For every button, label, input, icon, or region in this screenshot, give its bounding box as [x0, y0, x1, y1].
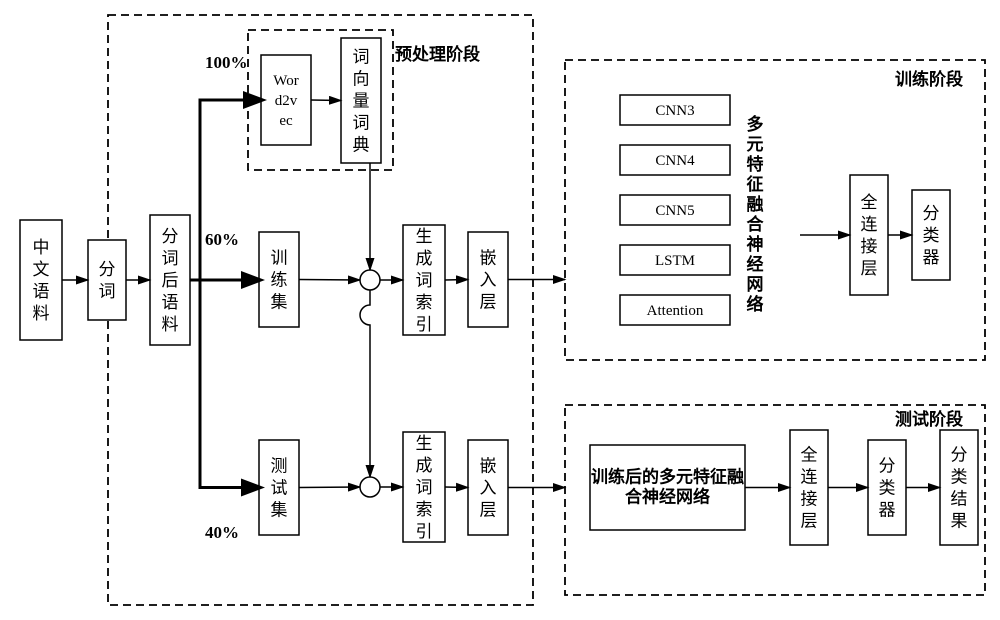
label-result: 结 [951, 490, 968, 509]
arrow-40 [200, 280, 259, 488]
label-genidx1: 词 [416, 271, 433, 290]
label-test: 测 [271, 457, 288, 476]
label-mff: 元 [747, 135, 764, 154]
label-train: 训 [271, 249, 288, 268]
label-embed1: 嵌 [480, 249, 497, 268]
arrow-genidx2-embed2 [445, 487, 468, 488]
group-title-preproc: 预处理阶段 [395, 44, 480, 64]
label-mff: 络 [747, 294, 764, 314]
label-fc1: 层 [861, 259, 878, 278]
label-test: 试 [271, 479, 288, 498]
label-cls2: 器 [879, 501, 896, 520]
label-w2v: d2v [275, 93, 298, 109]
label-dict: 量 [353, 92, 370, 111]
label-embed2: 入 [480, 479, 497, 498]
label-cls2: 分 [879, 457, 896, 476]
label-mff: 经 [747, 254, 764, 274]
label-result: 类 [951, 468, 968, 487]
label-mff: 多 [747, 114, 764, 134]
label-fc1: 全 [861, 193, 878, 212]
label-cnn3: CNN3 [655, 103, 694, 119]
label-att: Attention [647, 303, 704, 319]
label-segcorpus: 料 [162, 315, 179, 334]
label-segcorpus: 词 [162, 249, 179, 268]
label-genidx1: 引 [416, 315, 433, 334]
label-genidx2: 引 [416, 522, 433, 541]
label-result: 分 [951, 446, 968, 465]
join1 [360, 270, 380, 290]
label-p40: 40% [205, 523, 239, 542]
label-corpus: 文 [33, 260, 50, 279]
label-mff: 征 [747, 174, 764, 194]
label-genidx2: 词 [416, 478, 433, 497]
label-train: 练 [271, 271, 288, 290]
label-genidx2: 索 [416, 500, 433, 519]
label-cls1: 器 [923, 248, 940, 267]
label-fc2: 接 [801, 490, 818, 509]
label-dict: 词 [353, 48, 370, 67]
label-w2v: Wor [273, 73, 298, 89]
label-p100: 100% [205, 53, 248, 72]
label-fc1: 接 [861, 237, 878, 256]
label-genidx2: 生 [416, 434, 433, 453]
label-result: 果 [951, 512, 968, 531]
box-seg [88, 240, 126, 320]
label-embed2: 嵌 [480, 457, 497, 476]
label-p60: 60% [205, 230, 239, 249]
arrow-w2v-dict [311, 100, 341, 101]
label-embed1: 入 [480, 271, 497, 290]
label-cls2: 类 [879, 479, 896, 498]
label-dict: 向 [353, 70, 370, 89]
arrow-genidx1-embed1 [445, 280, 468, 281]
label-w2v: ec [279, 113, 293, 129]
label-dict: 典 [353, 136, 370, 155]
label-cnn4: CNN4 [655, 153, 695, 169]
group-title-traingrp: 训练阶段 [895, 69, 963, 89]
label-segcorpus: 后 [162, 271, 179, 290]
arrow-test-j2 [299, 487, 360, 488]
label-mff: 合 [747, 214, 765, 234]
label-cls1: 类 [923, 226, 940, 245]
label-trained: 训练后的多元特征融 [591, 467, 744, 487]
label-genidx1: 生 [416, 227, 433, 246]
label-mff: 特 [747, 154, 764, 174]
group-title-testgrp: 测试阶段 [895, 409, 963, 429]
label-lstm: LSTM [655, 253, 695, 269]
label-corpus: 料 [33, 304, 50, 323]
diagram: 预处理阶段训练阶段测试阶段中文语料分词分词后语料Word2vec词向量词典训练集… [0, 0, 1000, 620]
label-mff: 融 [747, 195, 764, 214]
label-mff: 网 [747, 275, 764, 294]
label-trained: 合神经网络 [625, 487, 710, 507]
label-corpus: 语 [33, 282, 50, 301]
label-segcorpus: 分 [162, 227, 179, 246]
arrow-train-j1 [299, 280, 360, 281]
label-genidx2: 成 [416, 456, 433, 475]
label-seg: 分 [99, 260, 116, 279]
label-genidx1: 成 [416, 249, 433, 268]
label-fc2: 层 [801, 512, 818, 531]
label-fc2: 全 [801, 446, 818, 465]
label-fc2: 连 [801, 468, 818, 487]
label-test: 集 [271, 501, 288, 520]
label-segcorpus: 语 [162, 293, 179, 312]
label-train: 集 [271, 293, 288, 312]
label-genidx1: 索 [416, 293, 433, 312]
label-seg: 词 [99, 282, 116, 301]
label-dict: 词 [353, 114, 370, 133]
arrow-100 [200, 100, 261, 280]
label-mff: 神 [747, 234, 764, 254]
arrow-j1-j2 [360, 290, 370, 477]
label-fc1: 连 [861, 215, 878, 234]
label-cls1: 分 [923, 204, 940, 223]
label-cnn5: CNN5 [655, 203, 694, 219]
join2 [360, 477, 380, 497]
label-embed2: 层 [480, 501, 497, 520]
label-embed1: 层 [480, 293, 497, 312]
label-corpus: 中 [33, 238, 50, 257]
